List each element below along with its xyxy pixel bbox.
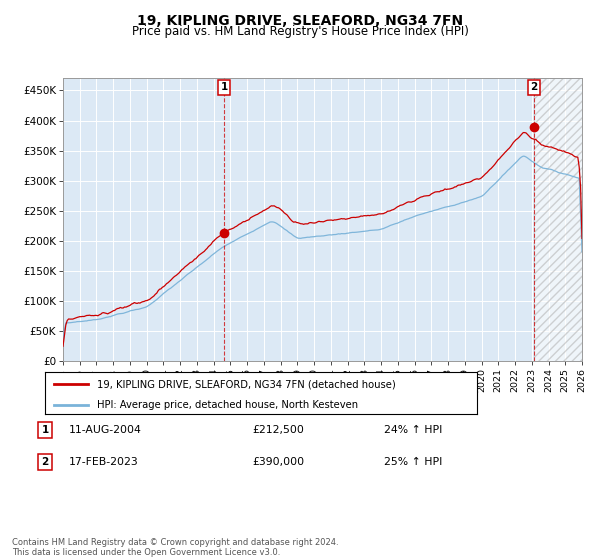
Text: Contains HM Land Registry data © Crown copyright and database right 2024.
This d: Contains HM Land Registry data © Crown c… [12, 538, 338, 557]
Text: 1: 1 [220, 82, 227, 92]
Text: 25% ↑ HPI: 25% ↑ HPI [384, 457, 442, 467]
Bar [534, 78, 582, 361]
Text: 17-FEB-2023: 17-FEB-2023 [69, 457, 139, 467]
Text: 19, KIPLING DRIVE, SLEAFORD, NG34 7FN: 19, KIPLING DRIVE, SLEAFORD, NG34 7FN [137, 14, 463, 28]
Text: 2: 2 [41, 457, 49, 467]
Text: 11-AUG-2004: 11-AUG-2004 [69, 425, 142, 435]
Text: 2: 2 [530, 82, 538, 92]
Text: £390,000: £390,000 [252, 457, 304, 467]
Text: 19, KIPLING DRIVE, SLEAFORD, NG34 7FN (detached house): 19, KIPLING DRIVE, SLEAFORD, NG34 7FN (d… [97, 379, 395, 389]
Text: 24% ↑ HPI: 24% ↑ HPI [384, 425, 442, 435]
Text: HPI: Average price, detached house, North Kesteven: HPI: Average price, detached house, Nort… [97, 400, 358, 410]
Text: £212,500: £212,500 [252, 425, 304, 435]
Text: Price paid vs. HM Land Registry's House Price Index (HPI): Price paid vs. HM Land Registry's House … [131, 25, 469, 38]
Text: 1: 1 [41, 425, 49, 435]
